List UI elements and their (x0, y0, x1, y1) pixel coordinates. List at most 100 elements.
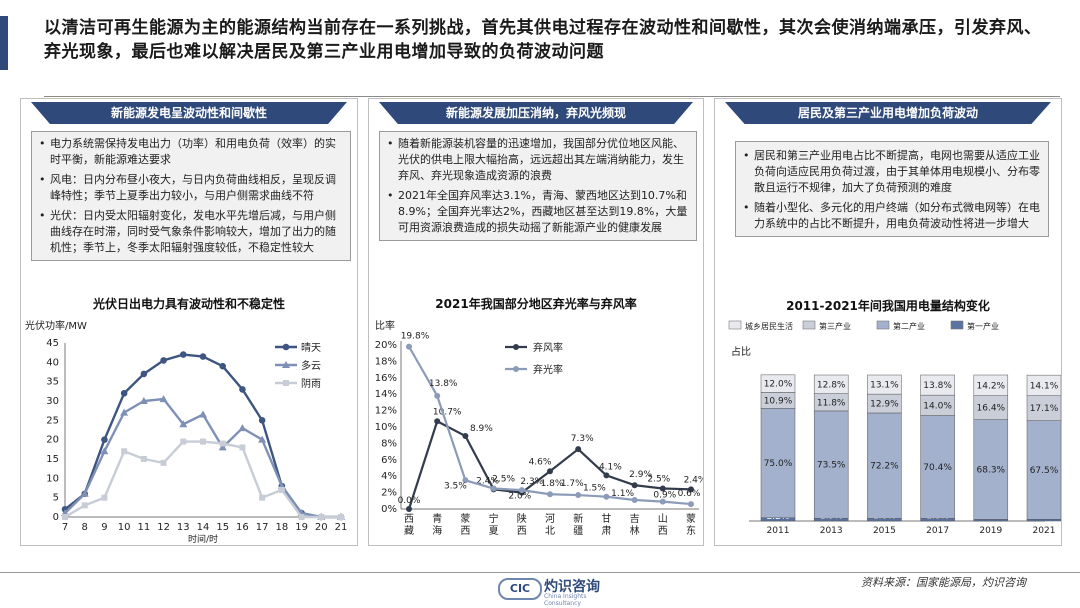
data-label: 4.6% (529, 457, 552, 467)
data-label: 14.2% (977, 381, 1006, 391)
data-label: 0.0% (398, 496, 421, 506)
company-logo: CIC 灼识咨询 China Insights Consultancy (498, 576, 618, 607)
data-label: 10.7% (433, 407, 462, 417)
data-label: 70.4% (923, 463, 952, 473)
data-point (258, 417, 266, 424)
x-tick-label: 2013 (820, 526, 843, 536)
data-point (101, 494, 108, 501)
data-point (298, 514, 305, 520)
x-tick-label: 9 (101, 522, 107, 533)
legend-marker (283, 380, 289, 386)
logo-mark: CIC (498, 578, 542, 600)
bullet-item: 随着小型化、多元化的用户终端（如分布式微电网等）在电力系统中的占比不断提升，用电… (740, 200, 1044, 232)
x-tick-label: 西 (404, 514, 414, 525)
x-tick-label: 16 (236, 522, 249, 533)
x-tick-label: 18 (275, 522, 288, 533)
bullet-item: 风电：日内分布昼小夜大，与日内负荷曲线相反，呈现反调峰特性；季节上夏季出力较小，… (36, 172, 346, 204)
y-tick-label: 18% (375, 356, 397, 367)
panel-title: 居民及第三产业用电增加负荷波动 (725, 102, 1051, 124)
x-tick-label: 20 (315, 522, 328, 533)
data-label: 13.1% (870, 381, 899, 391)
data-point (200, 438, 206, 445)
x-tick-label: 11 (137, 522, 150, 533)
data-point (462, 477, 469, 484)
legend-swatch (802, 320, 816, 330)
data-point (518, 487, 525, 494)
bar-segment (920, 415, 955, 519)
x-tick-label: 西 (517, 526, 527, 537)
data-label: 3.5% (444, 481, 467, 491)
x-tick-label: 肃 (601, 525, 611, 537)
y-tick-label: 8% (381, 438, 397, 449)
y-axis-label: 占比 (731, 345, 751, 358)
data-point (603, 493, 610, 500)
data-label: 13.8% (923, 381, 952, 391)
x-tick-label: 陕 (517, 512, 527, 525)
y-tick-label: 20 (46, 435, 59, 446)
legend-label: 晴天 (301, 341, 321, 354)
x-tick-label: 青 (432, 512, 442, 525)
data-point (434, 418, 441, 425)
x-tick-label: 10 (118, 522, 131, 533)
legend-label: 第二产业 (893, 321, 925, 331)
data-point (239, 444, 246, 451)
legend-swatch (728, 320, 742, 330)
data-point (218, 443, 227, 451)
data-label: 8.9% (470, 424, 493, 434)
x-tick-label: 宁 (489, 512, 499, 525)
x-tick-label: 21 (335, 522, 348, 533)
data-point (239, 386, 246, 393)
bar-segment (1026, 374, 1061, 396)
panel-title: 新能源发电呈波动性和间歇性 (31, 102, 347, 124)
data-point (101, 436, 108, 443)
y-tick-label: 20% (375, 340, 397, 351)
data-label: 14.1% (1030, 381, 1059, 391)
data-label: 12.9% (870, 400, 899, 410)
data-label: 2.5% (647, 475, 670, 485)
bar-segment (973, 374, 1009, 396)
data-label: 2.3% (520, 477, 543, 487)
bar-segment (760, 408, 796, 519)
bar-segment (1026, 395, 1061, 421)
panel-curtailment: 新能源发展加压消纳，弃风光频现 随着新能源装机容量的迅速增加，我国部分优位地区风… (368, 98, 704, 546)
x-tick-label: 17 (256, 522, 269, 533)
data-label: 75.0% (764, 459, 793, 469)
data-label: 0.9% (653, 491, 676, 501)
data-point (406, 506, 412, 512)
bar-segment (867, 374, 902, 395)
data-point (238, 424, 247, 432)
x-tick-label: 北 (545, 525, 555, 537)
data-label: 1.1% (611, 489, 634, 499)
x-tick-label: 夏 (489, 525, 499, 537)
data-point (631, 496, 638, 503)
x-tick-label: 19 (295, 522, 308, 533)
chart-title: 光伏日出电力具有波动性和不稳定性 (92, 297, 285, 311)
data-label: 19.8% (401, 332, 430, 342)
data-point (259, 494, 266, 501)
x-tick-label: 东 (686, 524, 696, 537)
data-label: 2.5% (492, 475, 515, 485)
x-tick-label: 12 (157, 522, 170, 533)
data-point (219, 440, 226, 447)
legend-marker (513, 366, 519, 372)
y-tick-label: 40 (46, 357, 59, 368)
legend-marker (282, 361, 290, 368)
data-point (199, 353, 207, 360)
legend-label: 弃光率 (533, 363, 563, 376)
data-point (81, 502, 88, 509)
bar-segment (867, 412, 902, 519)
panel-pv-volatility: 新能源发电呈波动性和间歇性 电力系统需保持发电出力（功率）和用电负荷（效率）的实… (20, 98, 358, 546)
bullet-item: 居民和第三产业用电占比不断提高，电网也需要从适应工业负荷向适应民用负荷过渡，由于… (740, 148, 1044, 196)
x-tick-label: 2019 (979, 526, 1002, 536)
pv-line-chart: 光伏功率/MW 0 5 10 15 20 25 30 35 40 45 7 8 9 10 11 12 13 14 15… (25, 319, 348, 545)
x-tick-label: 甘 (601, 512, 611, 525)
y-tick-label: 0 (53, 512, 59, 523)
data-point (219, 362, 227, 370)
source-note: 资料来源：国家能源局，灼识咨询 (861, 576, 1026, 589)
data-point (434, 392, 441, 399)
bullet-box: 电力系统需保持发电出力（功率）和用电负荷（效率）的实时平衡，新能源难达要求 风电… (31, 131, 351, 261)
data-point (120, 408, 129, 416)
legend-swatch (950, 320, 964, 330)
data-label: 12.0% (764, 380, 793, 390)
y-tick-label: 4% (381, 471, 397, 482)
